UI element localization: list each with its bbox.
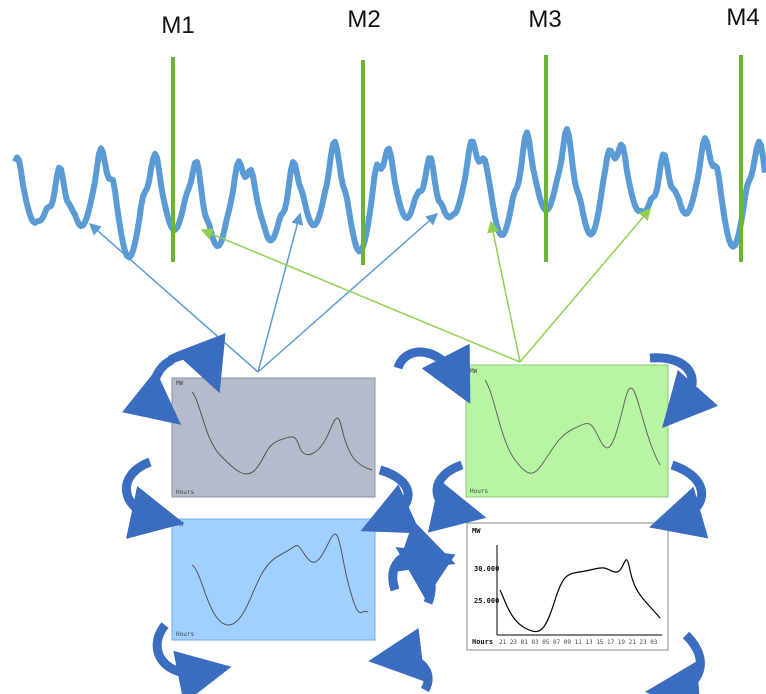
x-tick-label: 03 <box>531 639 539 646</box>
y-label: MW <box>472 527 481 535</box>
arrow <box>258 214 300 372</box>
y-label: MW <box>176 521 184 528</box>
cycle-arrow <box>672 635 700 690</box>
cycle-arrow <box>418 562 431 603</box>
marker-lines <box>173 55 741 265</box>
x-tick-label: 05 <box>542 639 550 646</box>
x-tick-label: 15 <box>596 639 604 646</box>
cycle-arrow <box>437 465 462 512</box>
x-label: Hours <box>176 631 194 638</box>
y-label: MW <box>470 368 478 375</box>
x-tick-label: 13 <box>585 639 593 646</box>
panel-bg <box>172 519 375 640</box>
panel-blue: MW Hours <box>172 519 375 640</box>
cycle-arrow <box>170 355 210 368</box>
x-label: Hours <box>472 638 493 646</box>
cycle-arrow <box>672 465 702 520</box>
cycle-arrow <box>126 462 158 518</box>
marker-label: M3 <box>528 6 561 33</box>
x-tick-label: 21 <box>499 639 507 646</box>
cycle-arrow <box>398 352 458 380</box>
panel-green: MW Hours <box>466 365 668 497</box>
panel-bg <box>466 365 668 497</box>
marker-label: M2 <box>347 6 380 33</box>
x-tick-label: 01 <box>521 639 529 646</box>
diagram: M1 M2 M3 M4 MW Hours MW Hours MW Hours M… <box>0 0 766 694</box>
x-tick-label: 21 <box>629 639 637 646</box>
x-label: Hours <box>470 488 488 495</box>
cycle-arrow <box>154 360 172 408</box>
load-wave <box>15 129 765 257</box>
y-tick-label: 25.000 <box>474 597 499 605</box>
x-tick-label: 23 <box>639 639 647 646</box>
x-tick-label: 11 <box>575 639 583 646</box>
x-tick-label: 19 <box>618 639 626 646</box>
cycle-arrow <box>380 470 408 520</box>
x-tick-label: 03 <box>650 639 658 646</box>
y-tick-label: 30.000 <box>474 565 499 573</box>
marker-label: M4 <box>726 4 759 31</box>
cycle-arrow <box>395 658 428 690</box>
marker-label: M1 <box>161 12 194 39</box>
x-label: Hours <box>176 489 194 496</box>
page: {"markers": ["M1", "M2", "M3", "M4"], "p… <box>0 0 766 694</box>
x-tick-label: 09 <box>564 639 572 646</box>
arrow <box>258 214 437 372</box>
panel-gray: MW Hours <box>172 378 375 497</box>
arrow <box>491 222 520 362</box>
y-label: MW <box>176 380 184 387</box>
arrow <box>520 209 650 362</box>
x-tick-label: 23 <box>510 639 518 646</box>
x-tick-label: 07 <box>553 639 561 646</box>
blue-arrows <box>90 214 437 372</box>
x-tick-label: 17 <box>607 639 615 646</box>
green-arrows <box>202 209 650 362</box>
